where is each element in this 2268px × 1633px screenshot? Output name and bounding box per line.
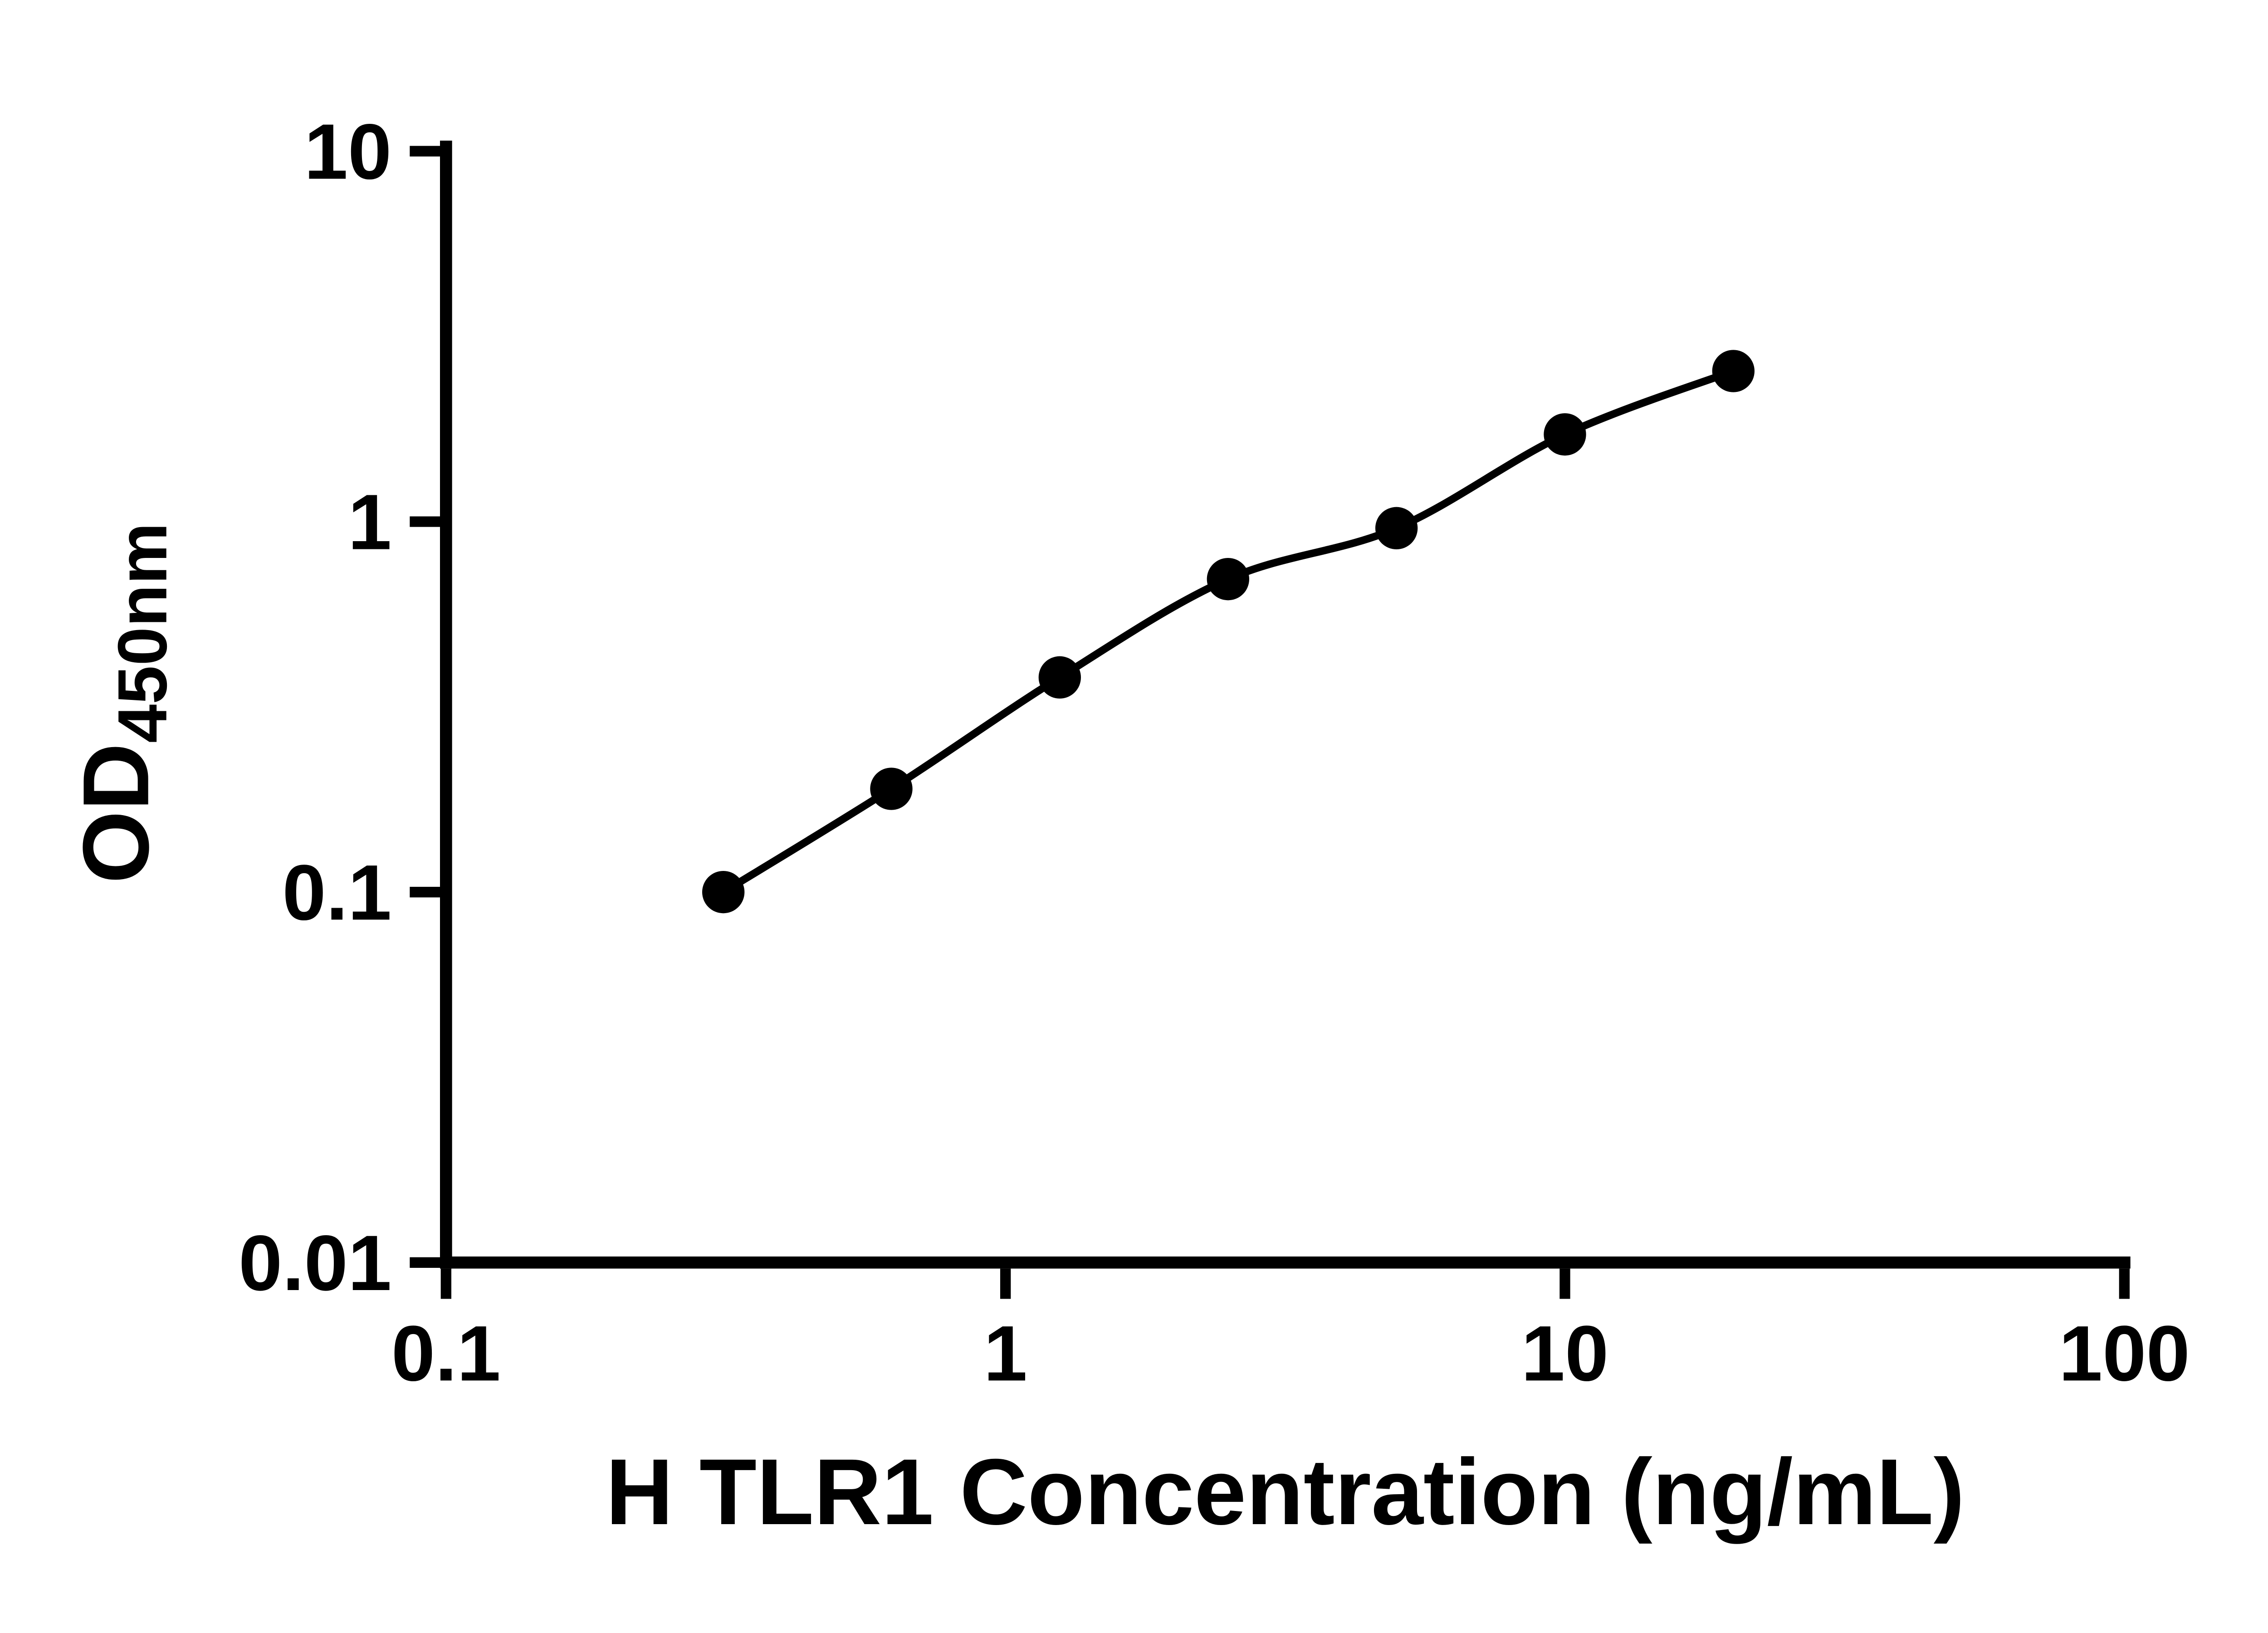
fit-curve bbox=[721, 367, 1735, 895]
y-axis-title-main: OD bbox=[64, 743, 168, 884]
data-point bbox=[1712, 350, 1755, 392]
y-tick-label: 1 bbox=[348, 478, 391, 566]
y-axis-title: OD450nm bbox=[64, 523, 181, 884]
data-point bbox=[1207, 558, 1249, 601]
x-tick-label: 1 bbox=[983, 1309, 1027, 1397]
data-point bbox=[702, 871, 745, 914]
data-point bbox=[1544, 413, 1586, 456]
y-tick-label: 0.01 bbox=[239, 1219, 391, 1307]
x-tick-label: 10 bbox=[1521, 1309, 1609, 1397]
y-tick-label: 0.1 bbox=[282, 848, 391, 936]
data-point bbox=[870, 768, 913, 810]
data-point bbox=[1038, 656, 1081, 699]
data-point bbox=[1375, 507, 1418, 549]
x-tick-label: 100 bbox=[2059, 1309, 2190, 1397]
x-axis-title: H TLR1 Concentration (ng/mL) bbox=[606, 1439, 1965, 1544]
y-axis-title-subscript: 450nm bbox=[104, 523, 181, 743]
x-tick-label: 0.1 bbox=[391, 1309, 501, 1397]
y-tick-label: 10 bbox=[304, 108, 392, 196]
